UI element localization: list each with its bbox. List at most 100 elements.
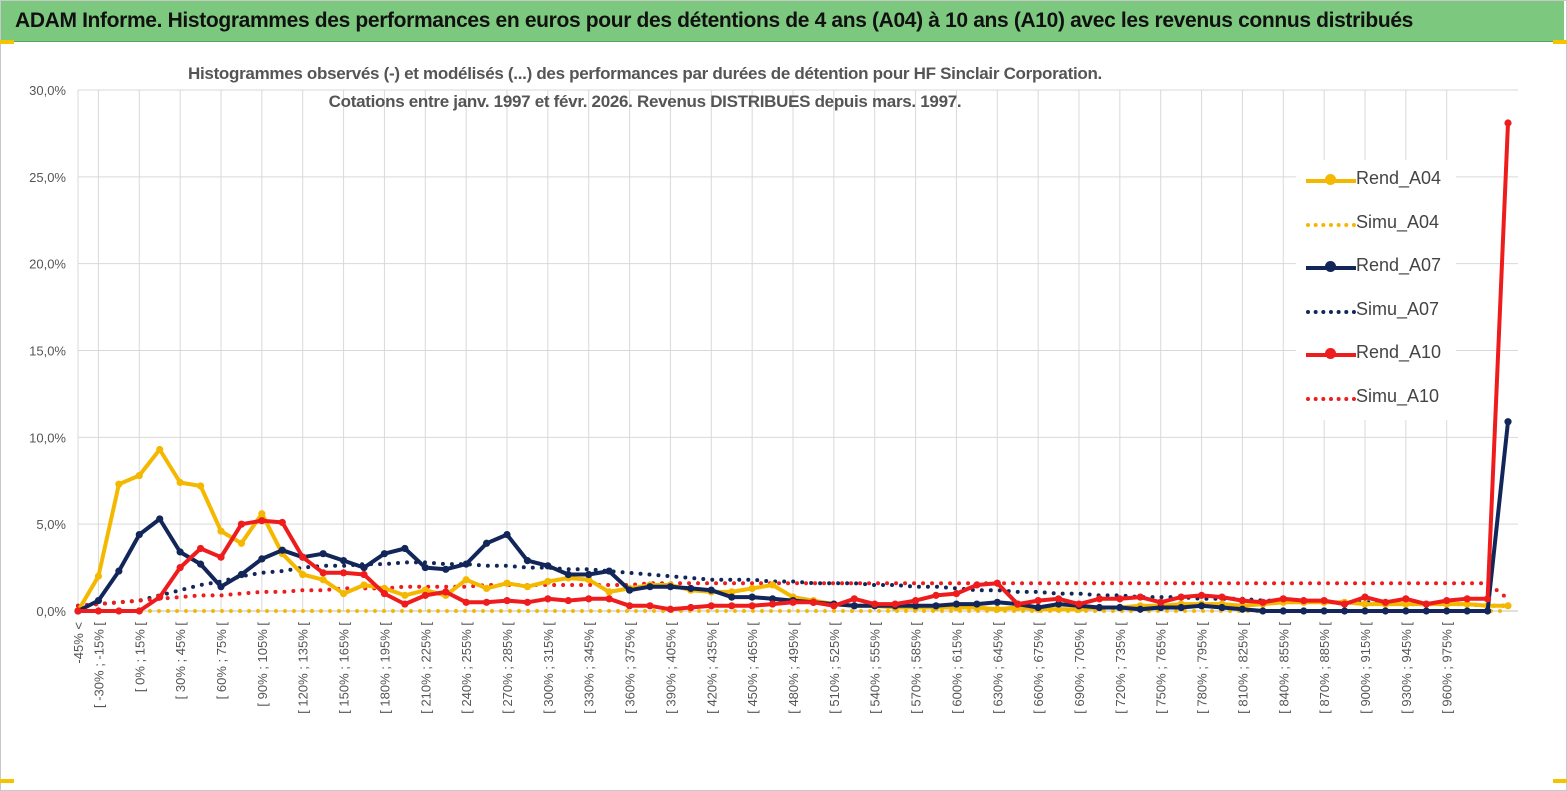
data-point-rend-a07 [952,600,961,608]
data-point-rend-a10 [687,603,695,612]
data-point-rend-a04 [421,586,429,594]
y-tick-label: 5,0% [36,517,66,532]
legend-marker [1325,174,1336,185]
report-header: ADAM Informe. Histogrammes des performan… [1,1,1564,42]
data-point-rend-a07 [421,563,429,572]
x-tick-label: [ 510% ; 525% [ [827,622,842,714]
data-point-rend-a07 [156,515,164,523]
data-point-rend-a07 [1034,603,1042,612]
data-point-rend-a07 [1463,607,1471,615]
data-point-rend-a07 [1443,607,1451,615]
report-title: ADAM Informe. Histogrammes des performan… [15,9,1413,32]
data-point-rend-a10 [217,553,225,561]
data-point-rend-a10 [503,596,511,605]
data-point-rend-a10 [115,607,123,615]
data-point-rend-a04 [135,471,143,480]
data-point-rend-a04 [115,480,123,488]
chart-title: Histogrammes observés (-) et modélisés (… [188,64,1102,83]
data-point-rend-a10 [1136,593,1144,601]
data-point-rend-a04 [360,581,368,589]
data-point-rend-a07 [1300,607,1308,615]
data-point-rend-a10 [74,607,82,615]
data-point-rend-a07 [748,593,756,601]
x-tick-label: [ 960% ; 975% [ [1440,622,1455,714]
y-tick-label: 30,0% [29,83,66,98]
y-tick-label: 0,0% [36,604,66,619]
x-tick-label: [ 390% ; 405% [ [663,622,678,714]
data-point-rend-a10 [544,595,552,603]
legend-item-simu-a07: Simu_A07 [1296,297,1456,325]
data-point-rend-a07 [482,539,491,547]
data-point-rend-a07 [176,548,184,556]
data-point-rend-a10 [1361,593,1369,601]
data-point-rend-a10 [1238,596,1247,605]
data-point-rend-a10 [1504,119,1512,127]
legend-swatch [1306,309,1356,314]
x-tick-label: [ 420% ; 435% [ [704,622,719,714]
data-point-rend-a07 [196,560,205,568]
data-point-rend-a04 [156,445,164,454]
data-point-rend-a07 [237,570,246,579]
data-point-rend-a10 [421,591,429,599]
data-point-rend-a10 [1422,600,1430,608]
x-tick-label: [ 300% ; 315% [ [541,622,556,714]
legend-item-rend-a07: Rend_A07 [1296,253,1456,281]
data-point-rend-a04 [1402,600,1410,608]
data-point-rend-a04 [237,539,246,547]
data-point-rend-a07 [258,555,266,563]
data-point-rend-a07 [523,557,532,565]
x-tick-label: [ 690% ; 705% [ [1072,622,1087,714]
data-point-rend-a07 [1361,607,1369,615]
data-point-rend-a07 [1320,607,1328,615]
x-tick-label: [ 180% ; 195% [ [377,622,392,714]
x-tick-label: [ 630% ; 645% [ [990,622,1005,714]
data-point-rend-a10 [196,544,205,553]
data-point-rend-a10 [339,569,348,577]
chart-subtitle: Cotations entre janv. 1997 et févr. 2026… [328,92,962,111]
data-point-rend-a07 [1054,600,1063,608]
x-tick-label: [ 540% ; 555% [ [868,622,883,714]
data-point-rend-a04 [585,576,593,584]
y-tick-label: 15,0% [29,344,66,359]
data-point-rend-a10 [380,590,389,598]
legend-marker [1325,348,1336,359]
data-point-rend-a07 [1177,603,1185,612]
data-point-rend-a07 [319,550,327,558]
data-point-rend-a10 [564,596,572,605]
data-point-rend-a04 [217,527,225,535]
data-point-rend-a10 [258,517,266,525]
data-point-rend-a10 [299,553,307,561]
data-point-rend-a07 [1116,603,1124,612]
y-tick-label: 20,0% [29,257,66,272]
data-point-rend-a07 [585,570,593,579]
x-tick-label: [ 330% ; 345% [ [582,622,597,714]
data-point-rend-a04 [299,570,307,579]
data-point-rend-a07 [1381,607,1390,615]
x-tick-label: [ 480% ; 495% [ [786,622,801,714]
x-tick-label: [ 570% ; 585% [ [909,622,924,714]
data-point-rend-a10 [1320,596,1328,605]
legend-item-simu-a10: Simu_A10 [1296,384,1456,412]
data-point-rend-a10 [1443,596,1451,605]
data-point-rend-a10 [1340,600,1349,608]
data-point-rend-a10 [911,596,920,605]
data-point-rend-a07 [973,600,981,608]
data-point-rend-a04 [523,583,532,591]
data-point-rend-a10 [1014,600,1022,608]
data-point-rend-a07 [1279,607,1287,615]
x-tick-label: [ 900% ; 915% [ [1358,622,1373,714]
data-point-rend-a10 [666,605,675,613]
data-point-rend-a07 [94,596,103,605]
legend-label: Rend_A04 [1356,168,1442,188]
data-point-rend-a10 [768,600,777,608]
data-point-rend-a10 [789,598,797,606]
data-point-rend-a10 [523,598,532,606]
data-point-rend-a04 [258,510,266,518]
data-point-rend-a04 [176,478,184,487]
data-point-rend-a04 [544,577,552,586]
data-point-rend-a10 [442,588,450,596]
data-point-rend-a07 [605,567,613,575]
x-tick-label: [ 60% ; 75% [ [214,622,229,700]
data-point-rend-a07 [1218,603,1226,612]
